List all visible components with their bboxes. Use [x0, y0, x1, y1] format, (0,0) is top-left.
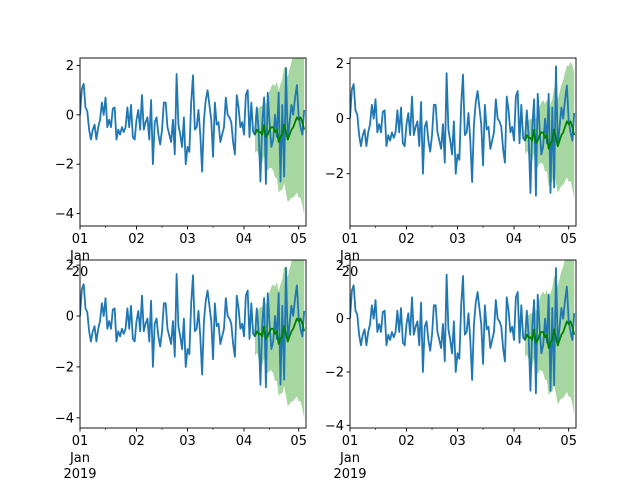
- y-tick-label: 2: [336, 259, 344, 274]
- observed-line: [350, 65, 576, 197]
- y-tick-label: 0: [66, 310, 74, 325]
- y-tick-label: 2: [336, 57, 344, 72]
- x-tick-label: 03: [449, 232, 466, 247]
- x-tick-sublabel-year: 2019: [63, 467, 96, 480]
- y-tick-label: −2: [325, 366, 344, 381]
- y-tick-label: 0: [336, 112, 344, 127]
- y-tick-label: −4: [325, 419, 344, 434]
- y-tick-label: −4: [55, 411, 74, 426]
- x-tick-label: 04: [506, 232, 523, 247]
- x-tick-sublabel-month: Jan: [339, 451, 360, 466]
- x-tick-label: 03: [449, 434, 466, 449]
- plot-area: [80, 260, 306, 420]
- axes-frame: [79, 57, 307, 227]
- plot-area: [80, 58, 306, 215]
- observed-line: [350, 267, 576, 395]
- x-tick-label: 01: [72, 232, 89, 247]
- forecast-line: [524, 120, 576, 150]
- x-tick-label: 02: [398, 434, 415, 449]
- x-tick-label: 01: [342, 434, 359, 449]
- observed-line: [80, 266, 306, 389]
- axes-frame: [349, 57, 577, 227]
- forecast-line: [254, 317, 306, 345]
- x-tick-label: 05: [560, 434, 577, 449]
- y-tick-label: −4: [55, 207, 74, 222]
- x-tick-label: 02: [128, 232, 145, 247]
- y-tick-label: −2: [55, 360, 74, 375]
- x-tick-label: 02: [398, 232, 415, 247]
- x-tick-label: 05: [290, 232, 307, 247]
- y-tick-label: −2: [325, 167, 344, 182]
- x-tick-sublabel-month: Jan: [69, 451, 90, 466]
- forecast-line: [254, 116, 306, 143]
- x-tick-label: 04: [236, 232, 253, 247]
- forecast-line: [524, 320, 576, 349]
- x-tick-sublabel-year: 2019: [333, 467, 366, 480]
- x-tick-label: 02: [128, 434, 145, 449]
- y-tick-label: 0: [336, 312, 344, 327]
- x-tick-label: 04: [236, 434, 253, 449]
- y-tick-label: 2: [66, 259, 74, 274]
- observed-line: [80, 66, 306, 185]
- x-tick-label: 03: [179, 232, 196, 247]
- x-tick-label: 03: [179, 434, 196, 449]
- plot-area: [350, 61, 576, 199]
- x-tick-label: 01: [72, 434, 89, 449]
- axes-frame: [79, 259, 307, 429]
- y-tick-label: −2: [55, 158, 74, 173]
- x-tick-label: 01: [342, 232, 359, 247]
- x-tick-label: 04: [506, 434, 523, 449]
- axes-frame: [349, 259, 577, 429]
- y-tick-label: 2: [66, 59, 74, 74]
- x-tick-label: 05: [290, 434, 307, 449]
- plot-area: [350, 260, 576, 415]
- y-tick-label: 0: [66, 108, 74, 123]
- x-tick-label: 05: [560, 232, 577, 247]
